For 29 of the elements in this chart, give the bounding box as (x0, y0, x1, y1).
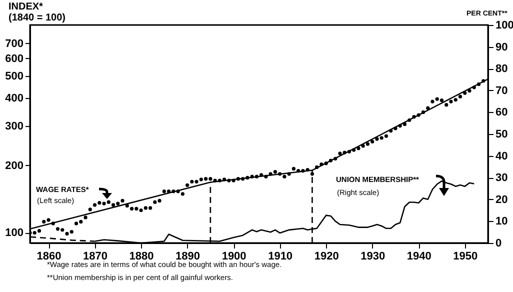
y2-tick-label: 80 (496, 63, 508, 76)
y-tick-label: 300 (5, 120, 24, 132)
x-tick-label: 1940 (406, 250, 432, 262)
x-tick-label: 1930 (360, 250, 386, 262)
x-tick-label: 1860 (36, 250, 62, 262)
y2-tick-label: 60 (496, 106, 508, 119)
y-tick-label: 200 (5, 160, 24, 172)
y-tick-label: 500 (5, 70, 24, 83)
y2-tick-label: 90 (496, 41, 508, 54)
y-tick-label: 700 (5, 38, 24, 50)
x-tick-label: 1880 (129, 250, 154, 262)
x-tick-label: 1900 (222, 250, 246, 262)
y-axis-title: INDEX* (1840 = 100) (8, 2, 66, 24)
y2-tick-label: 20 (496, 194, 508, 206)
y2-tick-label: 70 (496, 84, 508, 97)
y2-tick-label: 10 (496, 216, 508, 228)
y2-tick-label: 30 (496, 172, 508, 184)
y-tick-label: 400 (5, 92, 24, 104)
x-tick-label: 1870 (83, 250, 108, 262)
y2-tick-label: 40 (496, 150, 508, 162)
y-tick-label: 100 (5, 227, 24, 240)
y2-tick-label: 50 (496, 128, 508, 140)
x-tick-label: 1950 (453, 250, 478, 262)
y2-tick-label: 0 (496, 238, 502, 250)
x-tick-label: 1910 (268, 250, 293, 262)
y-tick-label: 600 (5, 52, 24, 65)
y2-tick-label: 100 (496, 20, 513, 32)
x-tick-label: 1890 (176, 250, 200, 262)
x-tick-label: 1920 (314, 250, 339, 262)
